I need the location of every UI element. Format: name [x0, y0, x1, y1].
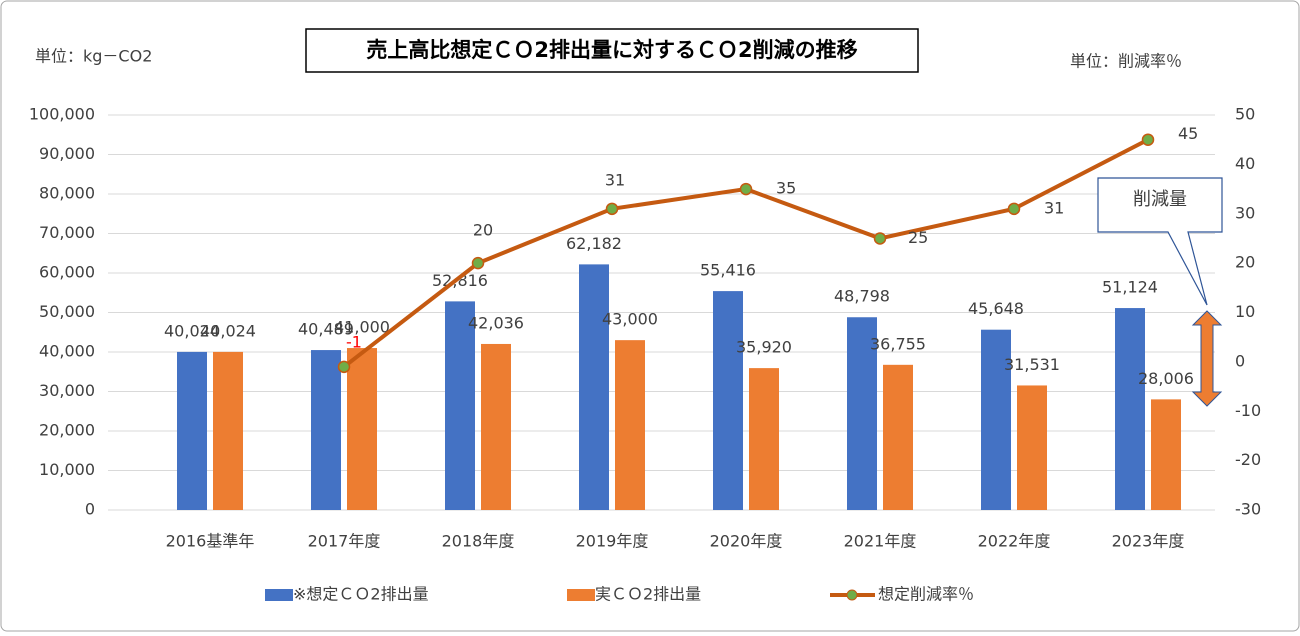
line-value-label: 35 — [776, 179, 796, 198]
x-tick-label: 2016基準年 — [166, 532, 255, 551]
line-marker — [739, 182, 753, 196]
bar — [713, 291, 743, 510]
reduction-arrow — [1191, 310, 1223, 407]
line-value-label: 25 — [908, 228, 928, 247]
y-tick-label: 50,000 — [39, 302, 95, 321]
y2-tick-label: -10 — [1235, 401, 1261, 420]
bar-value-label: 52,816 — [432, 271, 488, 290]
line-value-label: 31 — [605, 170, 625, 189]
y2-tick-label: -30 — [1235, 500, 1261, 519]
bar — [481, 343, 511, 510]
y-tick-label: 30,000 — [39, 381, 95, 400]
callout-text: 削減量 — [1133, 189, 1187, 210]
y-tick-label: 70,000 — [39, 223, 95, 242]
bar-value-label: 36,755 — [870, 334, 926, 353]
y2-tick-label: -20 — [1235, 450, 1261, 469]
bar — [847, 317, 877, 510]
y2-tick-label: 20 — [1235, 253, 1255, 272]
bar — [579, 264, 609, 510]
callout-box — [1097, 177, 1223, 306]
line-value-label: 31 — [1044, 198, 1064, 217]
bar — [1115, 308, 1145, 510]
bar — [213, 351, 243, 510]
plot: 0 10,000 20,000 30,000 40,000 50,000 60,000 70,… — [29, 105, 1261, 604]
bar-value-label: 48,798 — [834, 287, 890, 306]
bar — [883, 364, 913, 510]
y2-tick-label: 30 — [1235, 203, 1255, 222]
legend-swatch — [567, 589, 595, 601]
y-tick-label: 40,000 — [39, 342, 95, 361]
chart-title: 売上高比想定ＣＯ2排出量に対するＣＯ2削減の推移 — [366, 38, 857, 62]
y-tick-label: 60,000 — [39, 263, 95, 282]
bar — [445, 301, 475, 510]
line-marker — [1141, 133, 1155, 146]
bar-value-label: 51,124 — [1102, 278, 1158, 297]
bar — [981, 329, 1011, 510]
legend-marker — [846, 589, 858, 601]
left-unit: 単位：kg－CO2 — [35, 47, 152, 66]
bar-value-label: 55,416 — [700, 261, 756, 280]
bar-value-label: 42,036 — [468, 313, 524, 332]
bar-value-label: 40,024 — [164, 321, 220, 340]
y2-tick-label: 0 — [1235, 351, 1245, 370]
x-tick-label: 2019年度 — [576, 532, 649, 551]
bar — [311, 350, 341, 510]
bar — [749, 368, 779, 510]
x-tick-label: 2018年度 — [442, 532, 515, 551]
bar — [177, 351, 207, 510]
y-tick-label: 0 — [85, 500, 95, 519]
line-value-label: -1 — [346, 332, 362, 351]
bar-value-label: 31,531 — [1004, 355, 1060, 374]
y-tick-label: 100,000 — [29, 105, 95, 124]
legend-label: 実ＣＯ2排出量 — [595, 585, 701, 604]
bar-value-label: 41,000 — [334, 318, 390, 337]
x-tick-label: 2021年度 — [844, 532, 917, 551]
line-marker — [605, 202, 619, 216]
x-tick-label: 2020年度 — [710, 532, 783, 551]
y2-tick-label: 40 — [1235, 154, 1255, 173]
line-value-label: 45 — [1178, 124, 1198, 143]
x-tick-label: 2017年度 — [308, 532, 381, 551]
line-marker — [471, 256, 485, 270]
bar-value-label: 43,000 — [602, 310, 658, 329]
bar-value-label: 40,024 — [200, 321, 256, 340]
line-marker — [337, 360, 351, 374]
y2-tick-label: 50 — [1235, 105, 1255, 124]
bar — [1017, 385, 1047, 510]
right-unit: 単位：削減率％ — [1070, 52, 1182, 71]
bar — [1151, 399, 1181, 510]
line-value-label: 20 — [473, 221, 493, 240]
bar — [347, 348, 377, 510]
legend-label: 想定削減率％ — [878, 585, 974, 604]
legend-label: ※想定ＣＯ2排出量 — [293, 585, 429, 604]
bar-value-label: 62,182 — [566, 234, 622, 253]
y-tick-label: 20,000 — [39, 421, 95, 440]
y-tick-label: 80,000 — [39, 184, 95, 203]
x-tick-label: 2022年度 — [978, 532, 1051, 551]
x-tick-label: 2023年度 — [1112, 532, 1185, 551]
bar-value-label: 28,006 — [1138, 369, 1194, 388]
bar-value-label: 35,920 — [736, 338, 792, 357]
line-marker — [873, 232, 887, 245]
y-tick-label: 90,000 — [39, 144, 95, 163]
y-tick-label: 10,000 — [39, 460, 95, 479]
line-marker — [1007, 202, 1021, 216]
bar-value-label: 45,648 — [968, 299, 1024, 318]
title-box — [305, 28, 919, 73]
legend-swatch — [265, 589, 293, 601]
bar-value-label: 40,489 — [298, 320, 354, 339]
y2-tick-label: 10 — [1235, 302, 1255, 321]
bar — [615, 340, 645, 510]
